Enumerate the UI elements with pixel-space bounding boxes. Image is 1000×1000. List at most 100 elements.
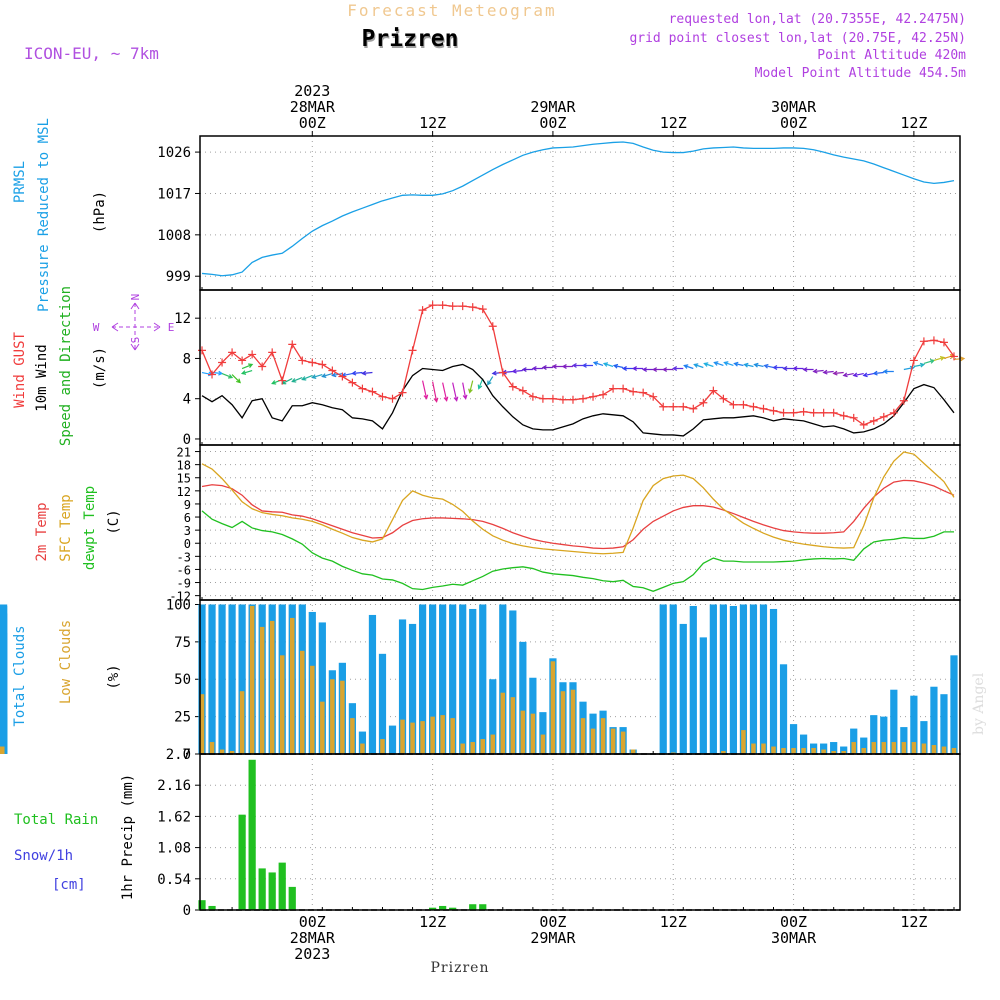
wind-gust-point — [228, 348, 237, 357]
wind-arrow — [703, 362, 714, 368]
temp-sfc-label: SFC Temp — [58, 494, 74, 561]
wind-arrow — [812, 368, 824, 374]
total-cloud-bar — [890, 689, 898, 754]
wind-gust-point — [318, 360, 327, 369]
wind-arrow — [852, 372, 864, 378]
low-cloud-bar — [861, 748, 867, 754]
wind-arrow — [753, 362, 764, 368]
wind-arrow — [432, 381, 439, 403]
low-cloud-bar — [871, 742, 877, 754]
wind-gust-point — [368, 387, 377, 396]
bottom-time-label: 29MAR — [530, 929, 576, 947]
wind-arrow — [561, 364, 573, 369]
low-cloud-bar — [350, 718, 355, 754]
product-title: Forecast Meteogram — [347, 1, 556, 20]
temperature-ytick-label: -3 — [177, 550, 191, 564]
low-cloud-bar — [921, 743, 927, 754]
location-title: Prizren — [362, 26, 459, 52]
compass-north: N — [129, 294, 142, 301]
wind-arrow — [468, 380, 474, 394]
wind-gust-point — [729, 400, 738, 409]
pressure-label-2: Pressure Reduced to MSL — [36, 118, 52, 312]
low-cloud-bar — [340, 680, 345, 754]
wind-arrow — [462, 382, 468, 400]
total-cloud-bar — [759, 604, 768, 754]
rain-bar — [248, 759, 256, 910]
wind-gust-point — [679, 402, 688, 411]
wind-gust-point — [298, 356, 307, 365]
total-cloud-bar — [920, 721, 928, 754]
bottom-time-label: 00Z — [299, 913, 326, 931]
wind-ytick-label: 12 — [174, 311, 191, 327]
total-cloud-bar — [0, 713, 8, 754]
low-cloud-bar — [741, 730, 746, 754]
wind-arrow — [923, 359, 936, 365]
wind-panel: 0 4 8 12 — [174, 289, 966, 448]
wind-gust-point — [208, 370, 217, 379]
wind-gust-point — [829, 408, 838, 417]
wind-gust-point — [949, 352, 958, 361]
total-cloud-bar — [769, 608, 778, 754]
wind-arrow — [291, 377, 303, 383]
wind-gust-point — [288, 340, 297, 349]
temperature-ytick-label: 0 — [184, 537, 191, 551]
low-cloud-bar — [801, 748, 806, 754]
total-cloud-bar — [479, 604, 487, 754]
wind-gust-point — [909, 356, 918, 365]
low-cloud-bar — [420, 721, 425, 754]
precipitation-ytick-label: 1.62 — [157, 809, 191, 825]
total-cloud-bar — [368, 614, 377, 754]
compass-west: W — [93, 321, 100, 334]
low-cloud-bar — [450, 718, 455, 754]
dewpt-temp-line — [201, 510, 954, 592]
wind-gust-point — [358, 384, 367, 393]
precipitation-ytick-label: 0 — [183, 903, 191, 919]
wind-gust-point — [428, 301, 437, 310]
pressure-label-1: PRMSL — [12, 161, 28, 203]
wind-arrow — [621, 366, 634, 371]
low-cloud-bar — [300, 650, 305, 754]
total-cloud-bar — [870, 715, 878, 754]
wind-gust-point — [548, 394, 557, 403]
wind-gust-label: Wind GUST — [12, 332, 28, 408]
wind-gust-point — [408, 346, 417, 355]
wind-gust-point — [899, 396, 908, 405]
low-cloud-bar — [380, 739, 385, 754]
total-cloud-bar — [469, 608, 477, 754]
rain-bar — [208, 905, 216, 910]
wind-arrow — [862, 372, 874, 378]
total-cloud-bar — [940, 694, 948, 754]
wind-arrow — [422, 380, 429, 400]
total-cloud-bar — [519, 641, 527, 754]
wind-arrow — [442, 382, 449, 402]
bottom-time-label: 00Z — [780, 913, 807, 931]
precipitation-ytick-label: 1.08 — [157, 841, 191, 857]
wind-arrow — [240, 369, 253, 375]
bottom-time-label: 30MAR — [771, 929, 817, 947]
temperature-ytick-label: 21 — [177, 446, 191, 460]
low-cloud-bar — [901, 742, 907, 754]
rain-bar — [268, 872, 276, 910]
snow-label: Snow/1h — [14, 848, 73, 864]
wind-gust-point — [659, 402, 668, 411]
temperature-ytick-label: 9 — [184, 498, 191, 512]
wind-arrow — [571, 363, 584, 368]
total-cloud-bar — [830, 742, 838, 754]
precipitation-frame — [199, 753, 961, 911]
rain-bar — [439, 905, 447, 910]
precip-labels: Total Rain Snow/1h [cm] 1hr Precip (mm) — [14, 774, 136, 900]
wind-arrow — [452, 382, 459, 402]
low-cloud-bar — [891, 742, 897, 754]
low-cloud-bar — [570, 689, 576, 754]
total-cloud-bar — [539, 712, 547, 754]
wind-gust-point — [849, 413, 858, 422]
wind-arrow — [361, 370, 373, 376]
wind-gust-point — [839, 411, 848, 420]
low-cloud-bar — [470, 742, 475, 754]
low-cloud-bar — [410, 722, 415, 754]
low-cloud-bar — [199, 694, 205, 754]
low-cloud-bar — [239, 691, 245, 754]
wind-gust-point — [919, 337, 928, 346]
